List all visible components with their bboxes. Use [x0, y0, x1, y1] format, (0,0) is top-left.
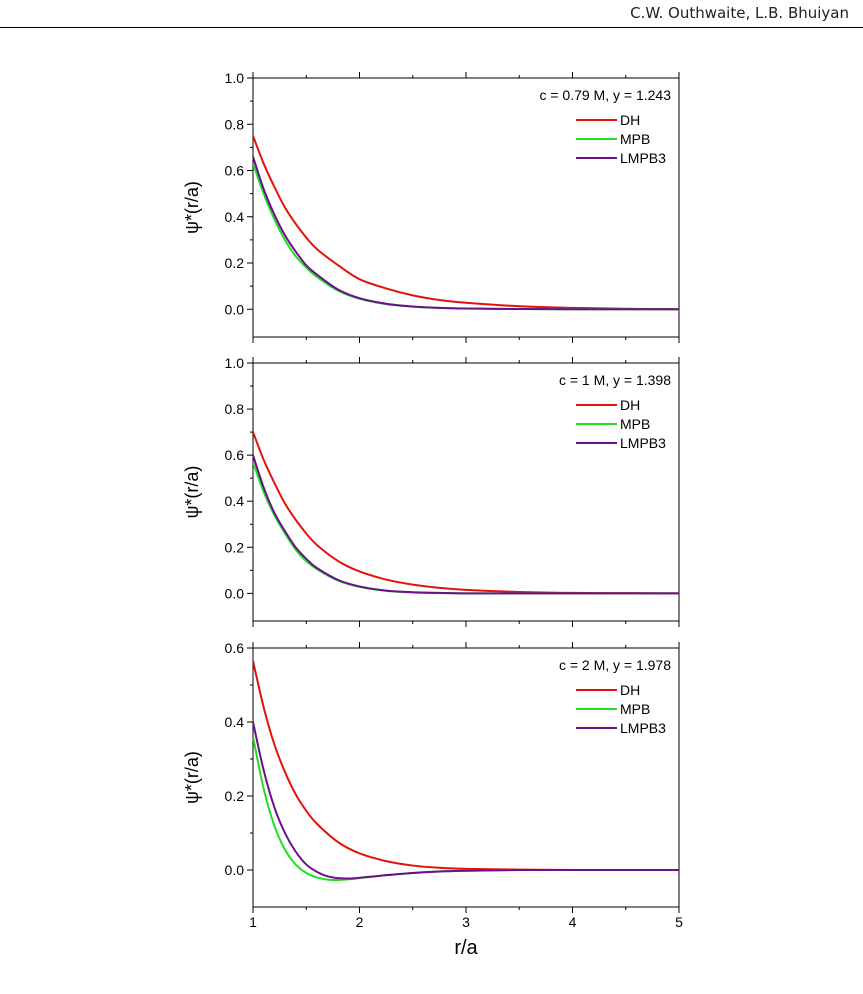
y-tick-label: 0.4 [225, 209, 245, 225]
y-tick-label: 0.4 [225, 714, 245, 730]
header-rule [0, 27, 863, 28]
y-tick-label: 0.0 [225, 585, 245, 601]
y-tick-label: 0.8 [225, 401, 245, 417]
legend-label-dh: DH [620, 112, 640, 128]
series-line-mpb [253, 461, 679, 595]
series-line-dh [253, 660, 679, 872]
x-tick-label: 2 [356, 914, 364, 930]
legend-label-lmpb3: LMPB3 [620, 150, 666, 166]
panel-annotation: c = 0.79 M, y = 1.243 [539, 87, 671, 103]
y-tick-label: 0.8 [225, 116, 245, 132]
series-line-dh [253, 431, 679, 595]
legend-label-lmpb3: LMPB3 [620, 720, 666, 736]
y-tick-label: 0.6 [225, 163, 245, 179]
panel-1: 0.0 0.2 0.4 0.6 0.8 1.0 ψ*(r/a) c = 0.79 M, y =… [182, 70, 680, 343]
y-axis-label: ψ*(r/a) [182, 181, 202, 234]
y-tick-label: 1.0 [225, 355, 245, 371]
running-header-authors: C.W. Outhwaite, L.B. Bhuiyan [630, 4, 849, 22]
y-tick-label: 0.0 [225, 301, 245, 317]
panel-3: 0.0 0.2 0.4 0.6 1 2 3 4 5 ψ*(r/a) r/a c = 2 M, y = … [182, 640, 683, 959]
legend-label-dh: DH [620, 397, 640, 413]
y-tick-label: 0.6 [225, 640, 245, 656]
y-tick-label: 0.4 [225, 493, 245, 509]
plot-frame [252, 77, 680, 338]
y-axis-label: ψ*(r/a) [182, 466, 202, 519]
x-tick-label: 1 [249, 914, 257, 930]
series-line-lmpb3 [253, 721, 679, 880]
panel-2: 0.0 0.2 0.4 0.6 0.8 1.0 ψ*(r/a) c = 1 M, y = 1.… [182, 355, 680, 627]
y-tick-label: 0.2 [225, 539, 245, 555]
panel-annotation: c = 1 M, y = 1.398 [559, 372, 671, 388]
legend-label-mpb: MPB [620, 701, 650, 717]
panel-annotation: c = 2 M, y = 1.978 [559, 657, 671, 673]
series-line-mpb [253, 736, 679, 882]
y-tick-label: 0.2 [225, 788, 245, 804]
series-line-dh [253, 135, 679, 311]
y-tick-label: 1.0 [225, 70, 245, 86]
x-tick-label: 3 [462, 914, 470, 930]
series-line-mpb [253, 163, 679, 311]
legend-label-lmpb3: LMPB3 [620, 435, 666, 451]
y-tick-label: 0.2 [225, 255, 245, 271]
legend-label-dh: DH [620, 682, 640, 698]
legend-label-mpb: MPB [620, 416, 650, 432]
y-axis-label: ψ*(r/a) [182, 751, 202, 804]
x-tick-label: 4 [569, 914, 577, 930]
y-tick-label: 0.0 [225, 862, 245, 878]
legend-label-mpb: MPB [620, 131, 650, 147]
plot-frame [252, 362, 680, 622]
series-line-lmpb3 [253, 156, 679, 311]
series-line-lmpb3 [253, 454, 679, 595]
x-axis-label: r/a [454, 937, 478, 959]
y-tick-label: 0.6 [225, 447, 245, 463]
x-tick-label: 5 [675, 914, 683, 930]
